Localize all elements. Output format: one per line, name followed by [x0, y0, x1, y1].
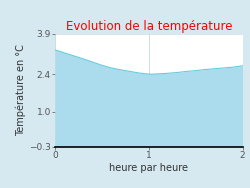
Y-axis label: Température en °C: Température en °C: [16, 44, 26, 136]
X-axis label: heure par heure: heure par heure: [109, 163, 188, 173]
Title: Evolution de la température: Evolution de la température: [66, 20, 232, 33]
